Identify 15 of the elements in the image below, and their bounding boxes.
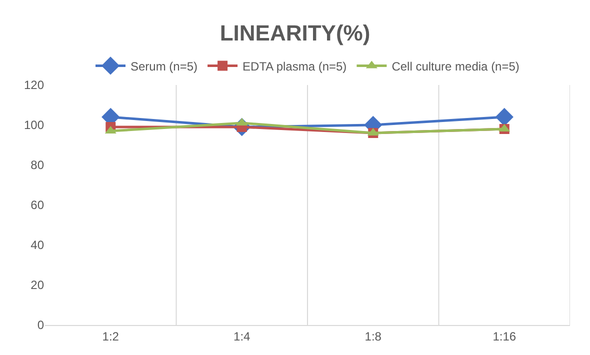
- legend-label: Cell culture media (n=5): [392, 59, 520, 74]
- y-tick-label: 100: [24, 118, 44, 132]
- chart-title: LINEARITY(%): [220, 20, 370, 46]
- x-tick-label: 1:16: [492, 329, 516, 344]
- x-tick-label: 1:2: [102, 329, 120, 344]
- y-tick-label: 60: [30, 198, 44, 212]
- y-tick-label: 120: [24, 78, 44, 92]
- y-tick-label: 20: [30, 278, 44, 292]
- x-tick-label: 1:4: [234, 329, 251, 344]
- legend-label: Serum (n=5): [130, 59, 198, 74]
- y-tick-label: 0: [37, 318, 44, 332]
- x-tick-label: 1:8: [364, 329, 382, 344]
- legend-label: EDTA plasma (n=5): [242, 59, 347, 74]
- y-tick-label: 80: [30, 158, 44, 172]
- y-tick-label: 40: [30, 238, 44, 252]
